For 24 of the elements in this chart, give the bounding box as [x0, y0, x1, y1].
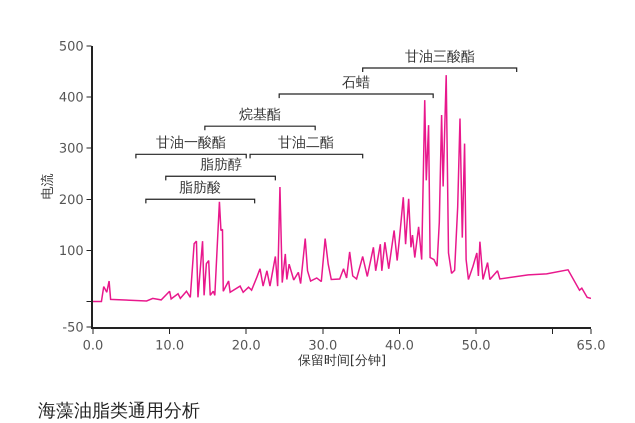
series-label: 甘油二酯 — [278, 135, 334, 151]
series-label: 甘油一酸酯 — [156, 135, 226, 151]
y-tick-label: 200 — [58, 192, 84, 208]
x-tick-label: 40.0 — [384, 338, 414, 354]
y-tick-label: -50 — [62, 320, 84, 336]
series-label: 脂肪酸 — [179, 180, 221, 196]
x-tick-label: 20.0 — [232, 338, 261, 354]
text: 海藻油脂类通用分析 — [38, 400, 200, 422]
x-axis-title: 保留时间[分钟] — [298, 353, 386, 368]
series-label: 石蜡 — [342, 75, 370, 91]
x-tick-label: 30.0 — [308, 338, 338, 354]
x-tick-label: 50.0 — [462, 338, 491, 354]
x-tick-label: 10.0 — [155, 338, 184, 354]
x-tick-label: 65.0 — [576, 338, 606, 354]
line-series — [93, 74, 591, 302]
y-tick-label: 400 — [58, 90, 84, 106]
series-label: 烷基酯 — [239, 107, 281, 123]
y-tick-label: 500 — [58, 40, 84, 55]
x-tick-label: 0.0 — [82, 338, 104, 354]
y-axis-title: 电流 — [39, 174, 56, 200]
series-label: 甘油三酸酯 — [405, 49, 475, 65]
series-label: 脂肪醇 — [200, 157, 242, 173]
y-tick-label: 100 — [58, 244, 84, 259]
y-tick-label: 300 — [58, 142, 84, 157]
